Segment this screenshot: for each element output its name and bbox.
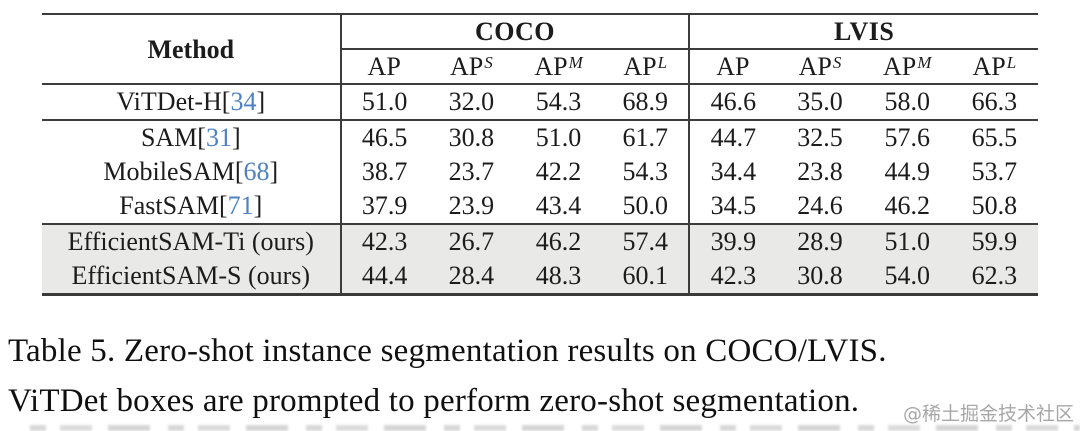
metric-value: 46.2 (514, 224, 603, 259)
method-cell: ViTDet-H[34] (42, 84, 341, 121)
results-table: Method COCO LVIS AP APS APM APL AP APS A… (42, 13, 1038, 296)
table-caption-line1: Table 5. Zero-shot instance segmentation… (8, 333, 887, 369)
metric-value: 42.2 (535, 157, 582, 186)
metric-value: 32.5 (797, 123, 843, 152)
metric-value: 62.3 (950, 259, 1038, 295)
metric-value: 68.9 (602, 84, 690, 121)
subheader-ap-m: APM (863, 49, 951, 85)
metric-value: 57.4 (602, 224, 690, 259)
metric-value: 50.0 (602, 189, 690, 225)
method-cell: SAM[31] (140, 123, 241, 152)
metric-value: 61.7 (622, 123, 668, 152)
citation-link[interactable]: 34 (230, 87, 257, 116)
subheader-ap: AP (688, 49, 777, 85)
subheader-ap-m: APM (514, 49, 603, 85)
metric-value: 38.7 (339, 155, 428, 189)
method-name: EfficientSAM-S (ours) (71, 261, 311, 290)
method-name: EfficientSAM-Ti (ours) (67, 227, 314, 256)
metric-value: 23.8 (797, 157, 843, 186)
metric-value: 24.6 (776, 189, 864, 225)
metric-value: 42.3 (339, 224, 428, 259)
table-row: ViTDet-H[34] 51.0 32.0 54.3 68.9 46.6 35… (42, 84, 1038, 121)
metric-value: 43.4 (514, 189, 603, 225)
method-cell: EfficientSAM-S (ours) (42, 259, 341, 295)
subheader-ap-l: APL (602, 49, 690, 85)
method-cell: EfficientSAM-Ti (ours) (42, 224, 341, 259)
metric-value: 57.6 (884, 123, 930, 152)
metric-value: 50.8 (950, 189, 1038, 225)
column-header-method: Method (42, 14, 341, 85)
metric-value: 65.5 (971, 123, 1018, 152)
metric-value: 44.9 (884, 157, 930, 186)
metric-value: 54.3 (622, 157, 668, 186)
metric-value: 23.7 (448, 157, 495, 186)
subheader-ap: AP (339, 49, 428, 85)
group-header-lvis: LVIS (688, 14, 1038, 50)
metric-value: 53.7 (971, 157, 1018, 186)
citation-link[interactable]: 68 (243, 157, 270, 186)
table-caption: Table 5. Zero-shot instance segmentation… (8, 326, 887, 426)
metric-value: 32.0 (427, 84, 515, 121)
metric-value: 46.6 (688, 84, 777, 121)
metric-value: 28.9 (776, 224, 864, 259)
metric-value: 39.9 (688, 224, 777, 259)
metric-value: 26.7 (427, 224, 515, 259)
table-caption-line2: ViTDet boxes are prompted to perform zer… (8, 383, 860, 419)
citation-link[interactable]: 71 (227, 191, 254, 220)
method-name: MobileSAM (103, 157, 235, 186)
metric-value: 58.0 (863, 84, 951, 121)
metric-value: 34.4 (688, 155, 777, 189)
metric-value: 66.3 (950, 84, 1038, 121)
metric-value: 42.3 (688, 259, 777, 295)
metric-value: 54.3 (514, 84, 603, 121)
subheader-ap-s: APS (427, 49, 515, 85)
metric-value: 60.1 (602, 259, 690, 295)
table-header-row-metrics: AP APS APM APL AP APS APM APL (42, 49, 1038, 85)
method-name: ViTDet-H (116, 87, 222, 116)
method-cell: MobileSAM[68] (103, 157, 279, 186)
method-name: FastSAM (119, 191, 219, 220)
method-name: SAM (140, 123, 198, 152)
metric-value: 51.0 (339, 84, 428, 121)
metric-value: 37.9 (339, 189, 428, 225)
metric-value: 35.0 (776, 84, 864, 121)
metric-value: 30.8 (776, 259, 864, 295)
metric-value: 34.5 (688, 189, 777, 225)
table-row: FastSAM[71] 37.9 23.9 43.4 50.0 34.5 24.… (42, 189, 1038, 225)
metric-value: 51.0 (863, 224, 951, 259)
cutoff-text-artifact (30, 425, 1080, 431)
citation-link[interactable]: 31 (205, 123, 232, 152)
subheader-ap-s: APS (776, 49, 864, 85)
metric-value: 46.5 (339, 120, 428, 155)
metric-value: 44.7 (688, 120, 777, 155)
table-row: MobileSAM[68] 38.7 23.7 42.2 54.3 34.4 2… (42, 155, 1038, 189)
metric-value: 59.9 (950, 224, 1038, 259)
subheader-ap-l: APL (950, 49, 1038, 85)
method-cell: FastSAM[71] (42, 189, 341, 225)
table-row-highlighted: EfficientSAM-Ti (ours) 42.3 26.7 46.2 57… (42, 224, 1038, 259)
metric-value: 48.3 (514, 259, 603, 295)
metric-value: 54.0 (863, 259, 951, 295)
table-row-highlighted: EfficientSAM-S (ours) 44.4 28.4 48.3 60.… (42, 259, 1038, 295)
watermark: @稀土掘金技术社区 (902, 403, 1074, 425)
metric-value: 44.4 (339, 259, 428, 295)
metric-value: 30.8 (448, 123, 495, 152)
metric-value: 23.9 (427, 189, 515, 225)
metric-value: 46.2 (863, 189, 951, 225)
table-row: SAM[31] 46.5 30.8 51.0 61.7 44.7 32.5 57… (42, 120, 1038, 155)
metric-value: 28.4 (427, 259, 515, 295)
table-header-row-groups: Method COCO LVIS (42, 14, 1038, 85)
metric-value: 51.0 (535, 123, 582, 152)
group-header-coco: COCO (339, 14, 690, 50)
